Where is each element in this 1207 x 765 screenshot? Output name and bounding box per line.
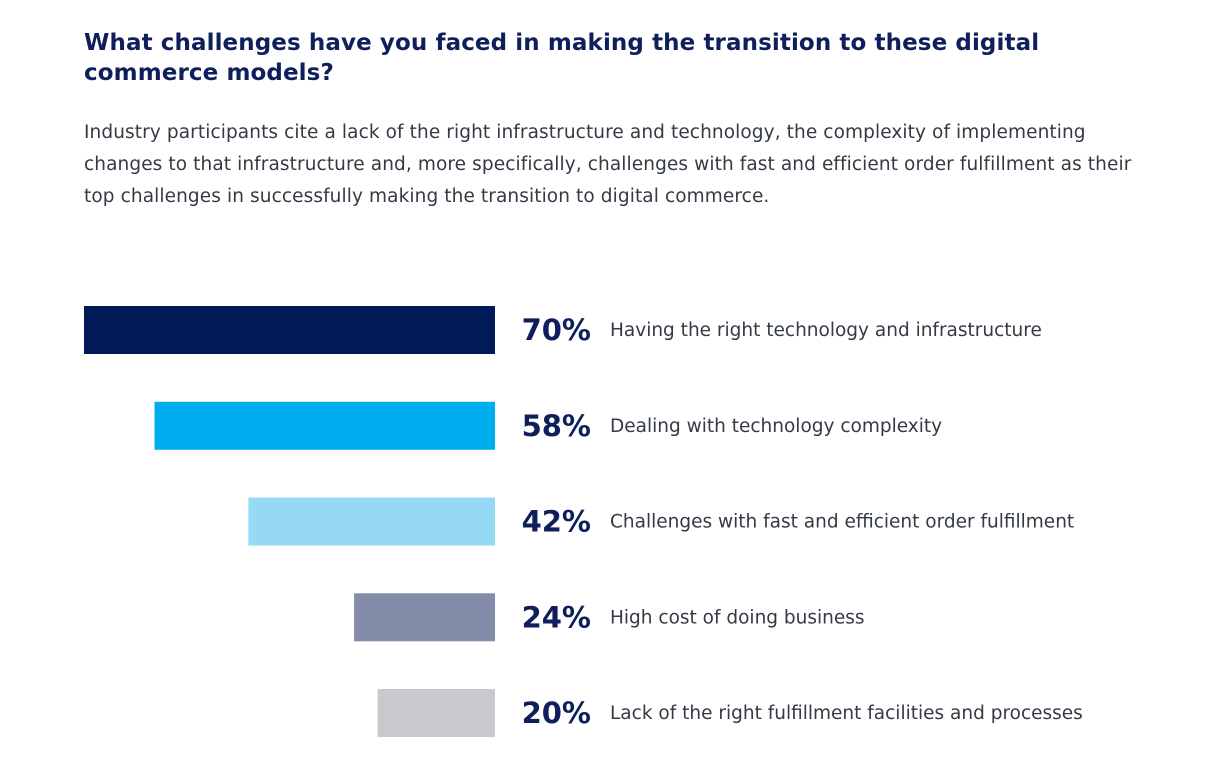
value-label-5: 20% — [522, 696, 591, 730]
category-label-5: Lack of the right fulfillment facilities… — [610, 703, 1083, 724]
bar-2 — [154, 401, 495, 450]
bar-4 — [354, 593, 495, 642]
value-label-1: 70% — [522, 313, 591, 347]
value-label-2: 58% — [522, 409, 591, 443]
value-label-4: 24% — [522, 600, 591, 634]
page-title: What challenges have you faced in making… — [84, 30, 1040, 86]
bar-1 — [84, 306, 495, 354]
category-label-2: Dealing with technology complexity — [610, 416, 942, 437]
bar-3 — [248, 497, 495, 546]
category-label-3: Challenges with fast and efficient order… — [610, 512, 1074, 533]
bar-5 — [377, 689, 495, 737]
category-label-1: Having the right technology and infrastr… — [610, 320, 1042, 341]
category-label-4: High cost of doing business — [610, 607, 865, 628]
intro-paragraph: Industry participants cite a lack of the… — [84, 122, 1132, 207]
value-label-3: 42% — [522, 505, 591, 539]
